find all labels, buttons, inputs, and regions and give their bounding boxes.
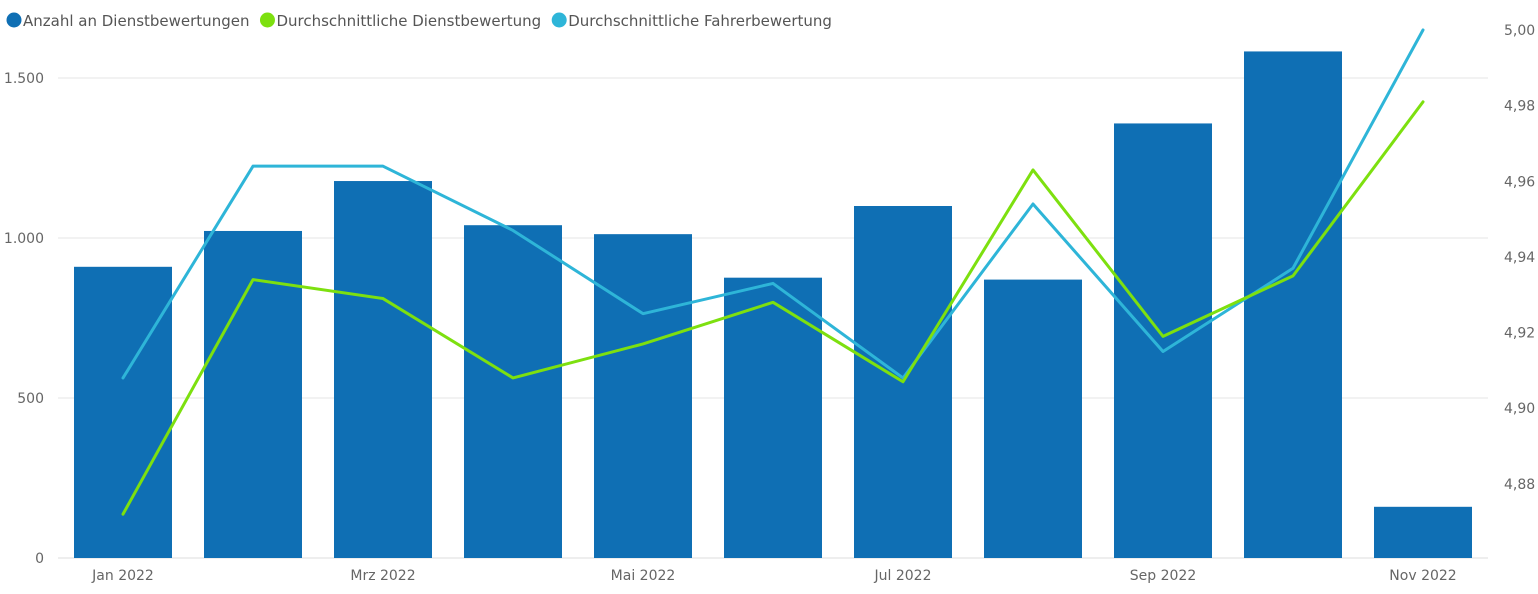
line-point[interactable] xyxy=(1161,349,1165,353)
x-tick-label: Mrz 2022 xyxy=(350,568,415,584)
bar-mrz-2022[interactable] xyxy=(334,181,432,559)
line-point[interactable] xyxy=(1421,28,1425,32)
bar-mai-2022[interactable] xyxy=(594,234,692,558)
y-right-tick-label: 4,94 xyxy=(1504,250,1535,266)
line-point[interactable] xyxy=(1421,100,1425,104)
line-point[interactable] xyxy=(1031,202,1035,206)
legend-entry[interactable]: Durchschnittliche Fahrerbewertung xyxy=(568,12,832,30)
x-tick-label: Jan 2022 xyxy=(91,568,154,584)
line-point[interactable] xyxy=(901,380,905,384)
x-tick-label: Nov 2022 xyxy=(1389,568,1456,584)
y-left-tick-label: 0 xyxy=(35,551,44,567)
line-point[interactable] xyxy=(121,512,125,516)
bar-okt-2022[interactable] xyxy=(1244,51,1342,558)
line-point[interactable] xyxy=(641,312,645,316)
y-right-tick-label: 4,88 xyxy=(1504,477,1535,493)
bar-aug-2022[interactable] xyxy=(984,279,1082,558)
y-left-tick-label: 1.000 xyxy=(4,231,44,247)
line-point[interactable] xyxy=(511,376,515,380)
legend-marker[interactable] xyxy=(6,12,22,28)
line-point[interactable] xyxy=(1291,266,1295,270)
line-point[interactable] xyxy=(1031,168,1035,172)
line-point[interactable] xyxy=(511,228,515,232)
line-point[interactable] xyxy=(1161,334,1165,338)
bar-jun-2022[interactable] xyxy=(724,277,822,558)
x-tick-label: Sep 2022 xyxy=(1130,568,1196,584)
y-right-tick-label: 4,90 xyxy=(1504,401,1535,417)
y-right-tick-label: 5,00 xyxy=(1504,23,1535,39)
y-right-tick-label: 4,96 xyxy=(1504,174,1535,190)
bar-sep-2022[interactable] xyxy=(1114,123,1212,558)
line-point[interactable] xyxy=(381,164,385,168)
legend-entry[interactable]: Durchschnittliche Dienstbewertung xyxy=(276,12,541,30)
line-point[interactable] xyxy=(251,278,255,282)
legend-entry[interactable]: Anzahl an Dienstbewertungen xyxy=(23,12,249,30)
line-durchschnittliche-fahrerbewertung[interactable] xyxy=(121,28,1425,380)
legend-marker[interactable] xyxy=(259,12,275,28)
line-point[interactable] xyxy=(641,342,645,346)
line-point[interactable] xyxy=(121,376,125,380)
line-point[interactable] xyxy=(381,297,385,301)
y-right-tick-label: 4,98 xyxy=(1504,99,1535,115)
bar-jan-2022[interactable] xyxy=(74,266,172,558)
bar-nov-2022[interactable] xyxy=(1374,506,1472,558)
y-right-tick-label: 4,92 xyxy=(1504,326,1535,342)
y-left-tick-label: 1.500 xyxy=(4,71,44,87)
line-point[interactable] xyxy=(771,281,775,285)
line-point[interactable] xyxy=(771,300,775,304)
line-point[interactable] xyxy=(251,164,255,168)
line-durchschnittliche-dienstbewertung[interactable] xyxy=(121,100,1425,516)
legend-marker[interactable] xyxy=(551,12,567,28)
bar-apr-2022[interactable] xyxy=(464,225,562,558)
x-tick-label: Jul 2022 xyxy=(874,568,932,584)
line-point[interactable] xyxy=(1291,274,1295,278)
x-tick-label: Mai 2022 xyxy=(611,568,676,584)
y-left-tick-label: 500 xyxy=(17,391,44,407)
